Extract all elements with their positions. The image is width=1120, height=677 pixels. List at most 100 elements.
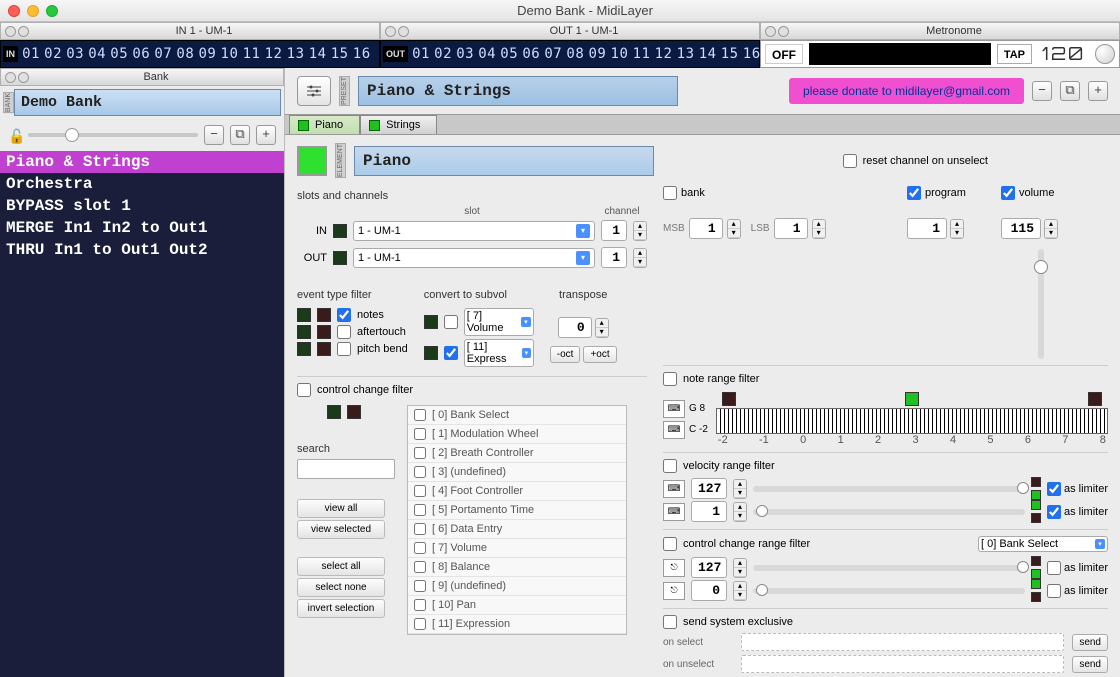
out-slot-combo[interactable]: 1 - UM-1▾	[353, 248, 595, 268]
preset-item[interactable]: THRU In1 to Out1 Out2	[0, 239, 284, 261]
cc-item[interactable]: [ 3] (undefined)	[408, 463, 626, 482]
preset-item[interactable]: BYPASS slot 1	[0, 195, 284, 217]
cc-select-none-button[interactable]: select none	[297, 578, 385, 597]
bank-check[interactable]: bank	[663, 186, 893, 200]
sv-combo[interactable]: [ 7] Volume▾	[464, 308, 534, 336]
channel-16[interactable]: 16	[351, 46, 373, 62]
vel-lo-limiter[interactable]: as limiter	[1047, 505, 1108, 519]
ws-minus-button[interactable]: −	[1032, 81, 1052, 101]
panel-close-icon[interactable]	[5, 26, 16, 37]
volume-slider[interactable]	[1038, 249, 1044, 359]
cc-list[interactable]: [ 0] Bank Select[ 1] Modulation Wheel[ 2…	[407, 405, 627, 635]
volume-field[interactable]: 115	[1001, 218, 1041, 239]
sysex-check[interactable]: send system exclusive	[663, 615, 1108, 629]
cc-invert-selection-button[interactable]: invert selection	[297, 599, 385, 618]
channel-03[interactable]: 03	[454, 46, 476, 62]
evt-check[interactable]	[337, 308, 351, 322]
channel-06[interactable]: 06	[130, 46, 152, 62]
cc-hi-slider[interactable]	[753, 565, 1025, 571]
vel-hi-stepper[interactable]: ▴▾	[733, 479, 747, 499]
channel-02[interactable]: 02	[42, 46, 64, 62]
cc-item[interactable]: [ 5] Portamento Time	[408, 501, 626, 520]
panel-min-icon[interactable]	[18, 26, 29, 37]
in-slot-combo[interactable]: 1 - UM-1▾	[353, 221, 595, 241]
channel-04[interactable]: 04	[476, 46, 498, 62]
lsb-stepper[interactable]: ▴▾	[812, 219, 826, 239]
channel-15[interactable]: 15	[719, 46, 741, 62]
panel-close-icon[interactable]	[765, 26, 776, 37]
plus-button[interactable]: +	[256, 125, 276, 145]
channel-08[interactable]: 08	[564, 46, 586, 62]
cc-item[interactable]: [ 9] (undefined)	[408, 577, 626, 596]
evt-check[interactable]	[337, 325, 351, 339]
oct-minus-button[interactable]: -oct	[550, 346, 581, 363]
cc-search-input[interactable]	[297, 459, 395, 479]
note-lo-learn[interactable]: ⌨	[663, 421, 685, 439]
preset-list[interactable]: Piano & StringsOrchestraBYPASS slot 1MER…	[0, 151, 284, 677]
cc-item[interactable]: [ 0] Bank Select	[408, 406, 626, 425]
minus-button[interactable]: −	[204, 125, 224, 145]
vel-lo-learn[interactable]: ⌨	[663, 503, 685, 521]
sysex-send2-button[interactable]: send	[1072, 656, 1108, 673]
cc-hi-learn[interactable]: ⎋	[663, 559, 685, 577]
panel-min-icon[interactable]	[398, 26, 409, 37]
panel-close-icon[interactable]	[5, 72, 16, 83]
metro-off-button[interactable]: OFF	[765, 44, 803, 64]
oct-plus-button[interactable]: +oct	[583, 346, 616, 363]
program-field[interactable]: 1	[907, 218, 947, 239]
sv-check[interactable]	[444, 315, 458, 329]
cc-lo-stepper[interactable]: ▴▾	[733, 581, 747, 601]
channel-02[interactable]: 02	[432, 46, 454, 62]
channel-04[interactable]: 04	[86, 46, 108, 62]
volume-check[interactable]: volume	[1001, 186, 1081, 200]
tempo-knob[interactable]	[1095, 44, 1115, 64]
cc-hi-field[interactable]: 127	[691, 557, 727, 578]
preset-item[interactable]: Orchestra	[0, 173, 284, 195]
channel-13[interactable]: 13	[675, 46, 697, 62]
minimize-icon[interactable]	[27, 5, 39, 17]
cc-lo-learn[interactable]: ⎋	[663, 582, 685, 600]
ws-duplicate-button[interactable]: ⧉	[1060, 81, 1080, 101]
cc-item[interactable]: [ 2] Breath Controller	[408, 444, 626, 463]
vel-range-check[interactable]: velocity range filter	[663, 459, 1108, 473]
sv-check[interactable]	[444, 346, 458, 360]
metro-tap-button[interactable]: TAP	[997, 44, 1032, 64]
sysex-onunselect-field[interactable]	[741, 655, 1064, 673]
cc-range-check[interactable]: control change range filter	[663, 537, 972, 551]
reset-channel-input[interactable]	[843, 154, 857, 168]
program-check[interactable]: program	[907, 186, 987, 200]
cc-hi-stepper[interactable]: ▴▾	[733, 558, 747, 578]
out-channel-stepper[interactable]: ▴▾	[633, 248, 647, 268]
channel-14[interactable]: 14	[697, 46, 719, 62]
tab-strings[interactable]: Strings	[360, 115, 437, 134]
panel-min-icon[interactable]	[778, 26, 789, 37]
duplicate-button[interactable]: ⧉	[230, 125, 250, 145]
cc-range-select[interactable]: [ 0] Bank Select▾	[978, 536, 1108, 552]
donate-banner[interactable]: please donate to midilayer@gmail.com	[789, 78, 1024, 104]
cc-item[interactable]: [ 1] Modulation Wheel	[408, 425, 626, 444]
reset-channel-checkbox[interactable]: reset channel on unselect	[843, 154, 988, 168]
cc-item[interactable]: [ 8] Balance	[408, 558, 626, 577]
sv-combo[interactable]: [ 11] Express▾	[464, 339, 534, 367]
close-icon[interactable]	[8, 5, 20, 17]
sysex-send1-button[interactable]: send	[1072, 634, 1108, 651]
tab-piano[interactable]: Piano	[289, 115, 360, 134]
preset-item[interactable]: MERGE In1 In2 to Out1	[0, 217, 284, 239]
in-channel-field[interactable]: 1	[601, 220, 627, 241]
channel-06[interactable]: 06	[520, 46, 542, 62]
bank-slider[interactable]	[28, 133, 198, 137]
preset-item[interactable]: Piano & Strings	[0, 151, 284, 173]
cc-item[interactable]: [ 7] Volume	[408, 539, 626, 558]
vel-hi-limiter[interactable]: as limiter	[1047, 482, 1108, 496]
cc-view-all-button[interactable]: view all	[297, 499, 385, 518]
cc-filter-check[interactable]: control change filter	[297, 383, 647, 397]
lock-icon[interactable]: 🔓	[8, 128, 22, 142]
channel-03[interactable]: 03	[64, 46, 86, 62]
in-channel-stepper[interactable]: ▴▾	[633, 221, 647, 241]
vel-hi-learn[interactable]: ⌨	[663, 480, 685, 498]
settings-button[interactable]	[297, 76, 331, 106]
transpose-stepper[interactable]: ▴▾	[595, 318, 609, 338]
cc-item[interactable]: [ 11] Expression	[408, 615, 626, 634]
zoom-icon[interactable]	[46, 5, 58, 17]
channel-09[interactable]: 09	[196, 46, 218, 62]
